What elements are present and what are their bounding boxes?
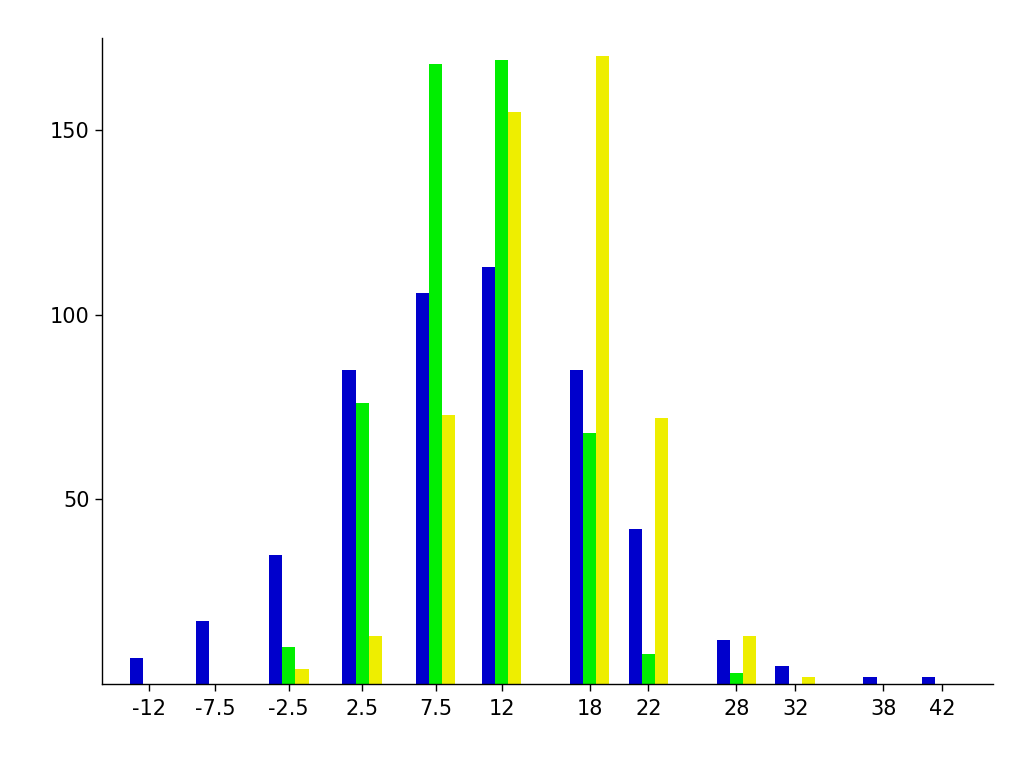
Bar [442,414,456,684]
Bar [775,666,788,684]
Bar [429,64,442,684]
Bar [355,404,369,684]
Bar [482,267,495,684]
Bar [863,676,877,684]
Bar [508,112,521,684]
Bar [130,658,142,684]
Bar [743,636,757,684]
Bar [295,670,308,684]
Bar [342,370,355,684]
Bar [196,621,209,684]
Bar [629,529,642,684]
Bar [642,654,655,684]
Bar [283,647,295,684]
Bar [369,636,382,684]
Bar [655,418,669,684]
Bar [416,293,429,684]
Bar [569,370,583,684]
Bar [730,673,743,684]
Bar [717,640,730,684]
Bar [802,676,815,684]
Bar [583,433,596,684]
Bar [269,555,283,684]
Bar [922,676,935,684]
Bar [495,60,508,684]
Bar [596,56,609,684]
